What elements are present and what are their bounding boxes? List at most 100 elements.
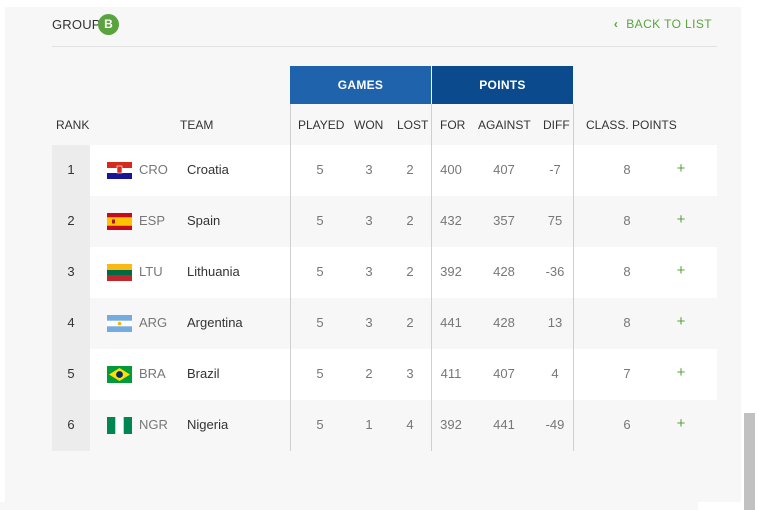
- table-row: 6 NGR Nigeria 5 1 4 392 441 -49 6 +: [52, 400, 717, 451]
- expand-row-button[interactable]: +: [676, 313, 686, 330]
- team-code: ESP: [139, 213, 166, 228]
- group-header: GROUP B ‹ BACK TO LIST: [52, 7, 717, 47]
- for-value: 411: [440, 366, 462, 381]
- back-to-list-label: BACK TO LIST: [626, 17, 712, 31]
- team-code: LTU: [139, 264, 163, 279]
- row-background: [90, 298, 717, 349]
- team-code: CRO: [139, 162, 168, 177]
- lost-value: 2: [406, 162, 414, 177]
- expand-row-button[interactable]: +: [676, 262, 686, 279]
- lithuania-flag-icon: [107, 264, 132, 281]
- rank-number: 4: [67, 315, 75, 330]
- argentina-flag-icon: [107, 315, 132, 332]
- panel-bottom-edge: [0, 502, 698, 510]
- class-points-value: 8: [623, 213, 631, 228]
- class-points-value: 8: [623, 315, 631, 330]
- table-row: 1 CRO Croatia 5 3 2 400 407 -7 8 +: [52, 145, 717, 196]
- against-value: 407: [493, 366, 515, 381]
- played-value: 5: [316, 213, 324, 228]
- won-value: 2: [365, 366, 373, 381]
- column-header-played: PLAYED: [298, 118, 345, 132]
- page-scrollbar[interactable]: [741, 0, 758, 510]
- column-header-won: WON: [354, 118, 384, 132]
- spain-flag-icon: [107, 213, 132, 230]
- lost-value: 2: [406, 264, 414, 279]
- against-value: 428: [493, 264, 515, 279]
- expand-row-button[interactable]: +: [676, 160, 686, 177]
- lost-value: 2: [406, 213, 414, 228]
- diff-value: -36: [545, 264, 565, 279]
- team-code: BRA: [139, 366, 166, 381]
- table-row: 4 ARG Argentina 5 3 2 441 428 13 8 +: [52, 298, 717, 349]
- column-header-team: TEAM: [180, 118, 214, 132]
- team-code: ARG: [139, 315, 168, 330]
- for-value: 441: [440, 315, 462, 330]
- team-code: NGR: [139, 417, 168, 432]
- against-value: 357: [493, 213, 515, 228]
- won-value: 1: [365, 417, 373, 432]
- for-value: 392: [440, 417, 462, 432]
- played-value: 5: [316, 366, 324, 381]
- rank-cell: [52, 196, 90, 247]
- team-name: Croatia: [187, 162, 229, 177]
- row-background: [90, 145, 717, 196]
- lost-value: 4: [406, 417, 414, 432]
- column-header-lost: LOST: [397, 118, 429, 132]
- brazil-flag-icon: [107, 366, 132, 383]
- row-background: [90, 196, 717, 247]
- table-row: 2 ESP Spain 5 3 2 432 357 75 8 +: [52, 196, 717, 247]
- diff-value: -49: [545, 417, 565, 432]
- class-points-value: 8: [623, 264, 631, 279]
- won-value: 3: [365, 162, 373, 177]
- column-divider: [573, 104, 574, 451]
- played-value: 5: [316, 417, 324, 432]
- team-name: Spain: [187, 213, 221, 228]
- chevron-left-icon: ‹: [613, 17, 619, 31]
- nigeria-flag-icon: [107, 417, 132, 434]
- lost-value: 2: [406, 315, 414, 330]
- against-value: 441: [493, 417, 515, 432]
- team-name: Lithuania: [187, 264, 240, 279]
- rank-cell: [52, 298, 90, 349]
- diff-value: 13: [547, 315, 563, 330]
- won-value: 3: [365, 315, 373, 330]
- column-header-rank: RANK: [56, 118, 90, 132]
- rank-number: 3: [67, 264, 75, 279]
- for-value: 432: [440, 213, 462, 228]
- rank-cell: [52, 145, 90, 196]
- points-group-header: POINTS: [432, 66, 573, 104]
- group-letter-badge: B: [98, 14, 119, 35]
- games-group-header: GAMES: [290, 66, 431, 104]
- column-header-diff: DIFF: [543, 118, 570, 132]
- scrollbar-thumb[interactable]: [744, 413, 755, 510]
- croatia-flag-icon: [107, 162, 132, 179]
- rank-number: 5: [67, 366, 75, 381]
- column-header-class-points: CLASS. POINTS: [586, 118, 677, 132]
- diff-value: 75: [547, 213, 563, 228]
- rank-cell: [52, 400, 90, 451]
- team-name: Brazil: [187, 366, 220, 381]
- for-value: 400: [440, 162, 462, 177]
- against-value: 428: [493, 315, 515, 330]
- rank-cell: [52, 349, 90, 400]
- back-to-list-link[interactable]: ‹ BACK TO LIST: [614, 17, 712, 31]
- table-row: 3 LTU Lithuania 5 3 2 392 428 -36 8 +: [52, 247, 717, 298]
- played-value: 5: [316, 264, 324, 279]
- rank-number: 1: [67, 162, 75, 177]
- rank-number: 2: [67, 213, 75, 228]
- won-value: 3: [365, 264, 373, 279]
- column-header-against: AGAINST: [478, 118, 531, 132]
- played-value: 5: [316, 315, 324, 330]
- expand-row-button[interactable]: +: [676, 364, 686, 381]
- played-value: 5: [316, 162, 324, 177]
- row-background: [90, 400, 717, 451]
- column-divider: [431, 104, 432, 451]
- rank-cell: [52, 247, 90, 298]
- group-label: GROUP: [52, 17, 101, 32]
- expand-row-button[interactable]: +: [676, 211, 686, 228]
- against-value: 407: [493, 162, 515, 177]
- won-value: 3: [365, 213, 373, 228]
- class-points-value: 6: [623, 417, 631, 432]
- expand-row-button[interactable]: +: [676, 415, 686, 432]
- for-value: 392: [440, 264, 462, 279]
